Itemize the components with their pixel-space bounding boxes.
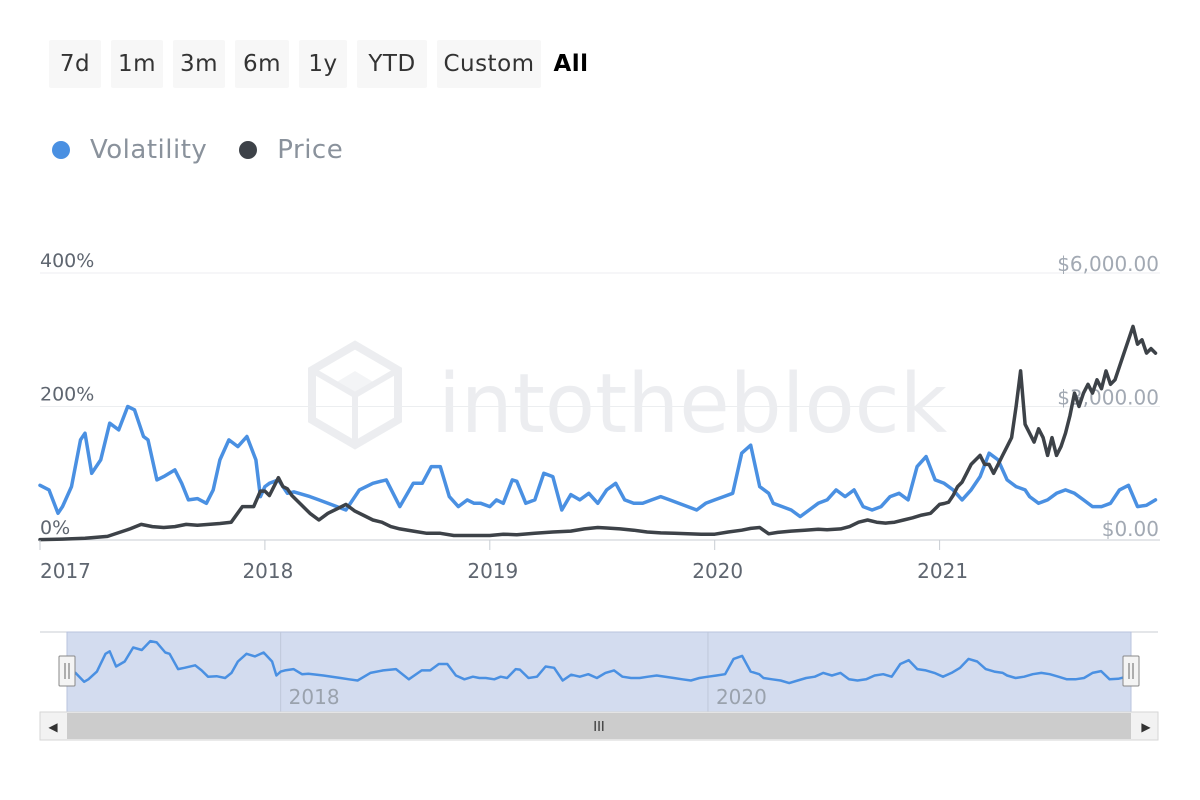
range-button-all[interactable]: All xyxy=(553,51,589,77)
navigator[interactable]: 2018 2020 III ◀ ▶ xyxy=(39,631,1159,741)
right-axis-tick-label: $0.00 xyxy=(1102,517,1159,541)
scroll-right-arrow-icon[interactable]: ▶ xyxy=(1141,720,1151,734)
range-selector: 7d 1m 3m 6m 1y YTD Custom All xyxy=(49,40,601,88)
x-axis-tick-label: 2018 xyxy=(242,559,293,583)
left-axis-tick-label: 400% xyxy=(40,250,94,272)
series-line-price[interactable] xyxy=(38,324,1158,542)
range-button-1y[interactable]: 1y xyxy=(299,40,347,88)
navigator-right-handle[interactable] xyxy=(1122,655,1140,687)
legend-label: Price xyxy=(277,135,344,165)
navigator-series-line xyxy=(66,639,1127,685)
legend-item-price[interactable]: Price xyxy=(239,135,343,165)
x-axis-tick-label: 2021 xyxy=(917,559,968,583)
left-axis-tick-label: 0% xyxy=(40,517,70,539)
navigator-selected-range[interactable] xyxy=(66,631,1132,713)
legend-marker-icon xyxy=(52,141,70,159)
legend-label: Volatility xyxy=(90,135,208,165)
range-button-7d[interactable]: 7d xyxy=(49,40,101,88)
x-axis-tick-label: 2019 xyxy=(467,559,518,583)
range-button-3m[interactable]: 3m xyxy=(173,40,225,88)
legend-marker-icon xyxy=(239,141,258,159)
navigator-tick-label: 2020 xyxy=(716,685,767,709)
range-button-custom[interactable]: Custom xyxy=(437,40,541,88)
legend-item-volatility[interactable]: Volatility xyxy=(52,135,207,165)
left-axis-tick-label: 200% xyxy=(40,384,94,406)
scroll-left-arrow-icon[interactable]: ◀ xyxy=(48,720,58,734)
x-axis-tick-label: 2017 xyxy=(40,559,91,583)
right-axis-tick-label: $6,000.00 xyxy=(1057,252,1159,276)
watermark-cube-icon xyxy=(308,340,402,450)
range-button-6m[interactable]: 6m xyxy=(235,40,289,88)
legend: Volatility Price xyxy=(52,130,375,170)
series-line-volatility[interactable] xyxy=(38,404,1158,519)
navigator-tick-label: 2018 xyxy=(289,685,340,709)
range-button-1m[interactable]: 1m xyxy=(111,40,163,88)
x-axis-tick-label: 2020 xyxy=(692,559,743,583)
watermark-text: intotheblock xyxy=(438,357,948,452)
watermark-logo: intotheblock xyxy=(308,340,948,452)
scrollbar-grip-icon: III xyxy=(593,720,605,735)
navigator-left-handle[interactable] xyxy=(58,655,76,687)
scrollbar-thumb[interactable] xyxy=(67,713,1131,739)
range-button-ytd[interactable]: YTD xyxy=(357,40,427,88)
